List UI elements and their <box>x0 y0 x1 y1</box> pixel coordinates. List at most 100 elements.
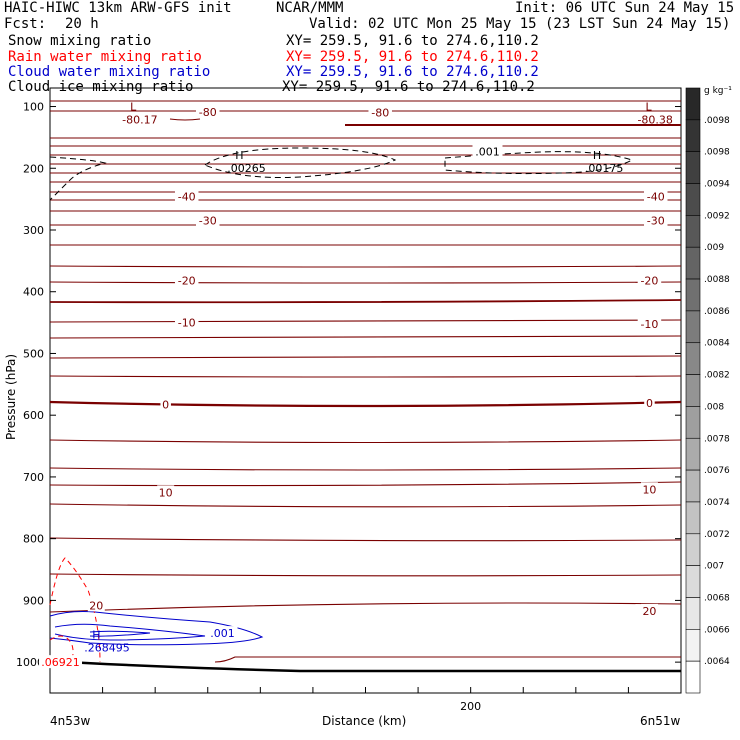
temperature-contour-label-bg <box>160 397 171 411</box>
x-start-location: 4n53w <box>50 714 91 728</box>
field-xy-rain: XY= 259.5, 91.6 to 274.6,110.2 <box>286 49 539 65</box>
y-tick-label: 100 <box>23 101 44 114</box>
temperature-contour-line <box>49 375 682 378</box>
y-tick-label: 200 <box>23 162 44 175</box>
colorbar-swatch <box>685 406 701 439</box>
y-tick-label: 800 <box>23 533 44 546</box>
valid-time: Valid: 02 UTC Mon 25 May 15 (23 LST Sun … <box>309 16 731 32</box>
x-axis-label: Distance (km) <box>322 714 406 728</box>
temperature-contour-line <box>49 537 682 542</box>
temperature-contour-label-bg <box>640 603 658 617</box>
temperature-contour-label: -40 <box>647 191 665 204</box>
field-name-cloud-ice: Cloud ice mixing ratio <box>8 79 194 95</box>
temperature-contour-label-bg <box>640 482 658 496</box>
temperature-contour-label-bg <box>644 213 668 227</box>
field-name-snow: Snow mixing ratio <box>8 33 152 49</box>
temperature-contour-label: 10 <box>159 486 173 499</box>
colorbar-swatch <box>685 660 701 694</box>
temperature-contour-label-bg <box>637 316 662 330</box>
temperature-contour-label: 0 <box>162 399 169 412</box>
temperature-contour-label: -30 <box>647 215 665 228</box>
temperature-contour-line <box>49 467 682 471</box>
colorbar-label: .0082 <box>704 371 730 381</box>
y-tick-label: 500 <box>23 347 44 360</box>
field-xy-snow: XY= 259.5, 91.6 to 274.6,110.2 <box>286 33 539 49</box>
colorbar-swatch <box>685 374 701 407</box>
snow-extremum-symbol: H <box>235 149 243 162</box>
temperature-contour-line <box>169 118 201 121</box>
temperature-contour-label-bg <box>174 273 199 287</box>
forecast-label: Fcst: <box>4 16 47 32</box>
temperature-contour-line <box>214 656 681 663</box>
snow-extremum-value: .00175 <box>585 162 624 175</box>
colorbar-unit: g kg⁻¹ <box>704 86 732 96</box>
cloud-water-contour-label-bg <box>207 626 238 640</box>
colorbar-label: .0074 <box>704 498 730 508</box>
cloud-water-contour-line <box>49 611 264 646</box>
temperature-contour-label-bg <box>368 105 392 119</box>
temperature-contour-line <box>49 265 682 268</box>
snow-contours <box>49 147 634 201</box>
temperature-contour-label-bg <box>644 395 655 409</box>
field-name-rain: Rain water mixing ratio <box>8 49 202 65</box>
temperature-contour-line <box>49 281 682 284</box>
forecast-hours: 20 h <box>65 16 99 32</box>
colorbar-swatch <box>685 597 701 630</box>
temperature-extremum-symbol: L <box>645 101 652 114</box>
colorbar-label: .0098 <box>704 116 730 126</box>
y-tick-label: 300 <box>23 224 44 237</box>
colorbar-swatch <box>685 119 701 152</box>
y-tick-label: 400 <box>23 286 44 299</box>
temperature-contour-label: -40 <box>178 191 196 204</box>
temperature-contour-label-bg <box>637 273 662 287</box>
rain-contour-line <box>49 557 101 663</box>
snow-contour-line <box>444 151 634 175</box>
surface-terrain-line <box>49 659 681 673</box>
contour-labels: -80 -80-40 -40-30 -30-20 -20-10 -100 010 102020… <box>39 101 673 669</box>
temperature-contour-label: -10 <box>640 318 658 331</box>
colorbar-label: .007 <box>704 562 724 572</box>
temperature-contours <box>49 100 682 663</box>
temperature-contour-label: 0 <box>646 397 653 410</box>
colorbar-label: .009 <box>704 243 724 253</box>
colorbar-label: .008 <box>704 402 724 412</box>
y-axis-label: Pressure (hPa) <box>4 354 18 440</box>
field-xy-cloud-water: XY= 259.5, 91.6 to 274.6,110.2 <box>286 64 539 80</box>
temperature-contour-label-bg <box>157 485 175 499</box>
temperature-contour-line <box>49 481 682 487</box>
colorbar-swatch <box>685 278 701 312</box>
cloud-water-extremum-symbol: H <box>92 629 100 642</box>
colorbar-swatch <box>685 629 701 662</box>
colorbar-label: .0092 <box>704 211 730 221</box>
temperature-contour-label: -20 <box>640 275 658 288</box>
temperature-contour-line <box>49 335 682 339</box>
temperature-contour-label: 10 <box>642 483 656 496</box>
colorbar-label: .0064 <box>704 657 730 667</box>
colorbar-label: .0086 <box>704 307 730 317</box>
snow-extremum-symbol: H <box>593 149 601 162</box>
y-tick-label: 900 <box>23 594 44 607</box>
temperature-contour-label: 20 <box>89 599 103 612</box>
chart-title: HAIC-HIWC 13km ARW-GFS init <box>4 0 232 16</box>
temperature-contour-line <box>49 573 682 577</box>
colorbar-label: .0078 <box>704 434 730 444</box>
snow-contour-label-bg <box>472 144 503 158</box>
colorbar-swatch <box>685 501 701 535</box>
colorbar: .0098 .0098 .0094 .0092 .009 .0088 .0086 .0084.… <box>685 87 730 694</box>
temperature-contour-label: -20 <box>178 275 196 288</box>
temperature-contour-label-bg <box>174 315 199 329</box>
temperature-extremum-symbol: L <box>130 101 137 114</box>
temperature-contour-line <box>49 503 682 508</box>
colorbar-label: .0076 <box>704 466 730 476</box>
y-tick-label: 600 <box>23 409 44 422</box>
rain-contour-label-bg <box>39 655 83 669</box>
temperature-contour-line <box>49 299 682 304</box>
colorbar-swatch <box>685 87 701 121</box>
colorbar-swatch <box>685 437 701 471</box>
temperature-extremum-value: -80.38 <box>637 114 672 127</box>
temperature-contour-label-bg <box>196 213 220 227</box>
temperature-contour-line <box>49 602 682 613</box>
y-tick-label: 700 <box>23 471 44 484</box>
cloud-water-contour-line <box>54 623 206 641</box>
